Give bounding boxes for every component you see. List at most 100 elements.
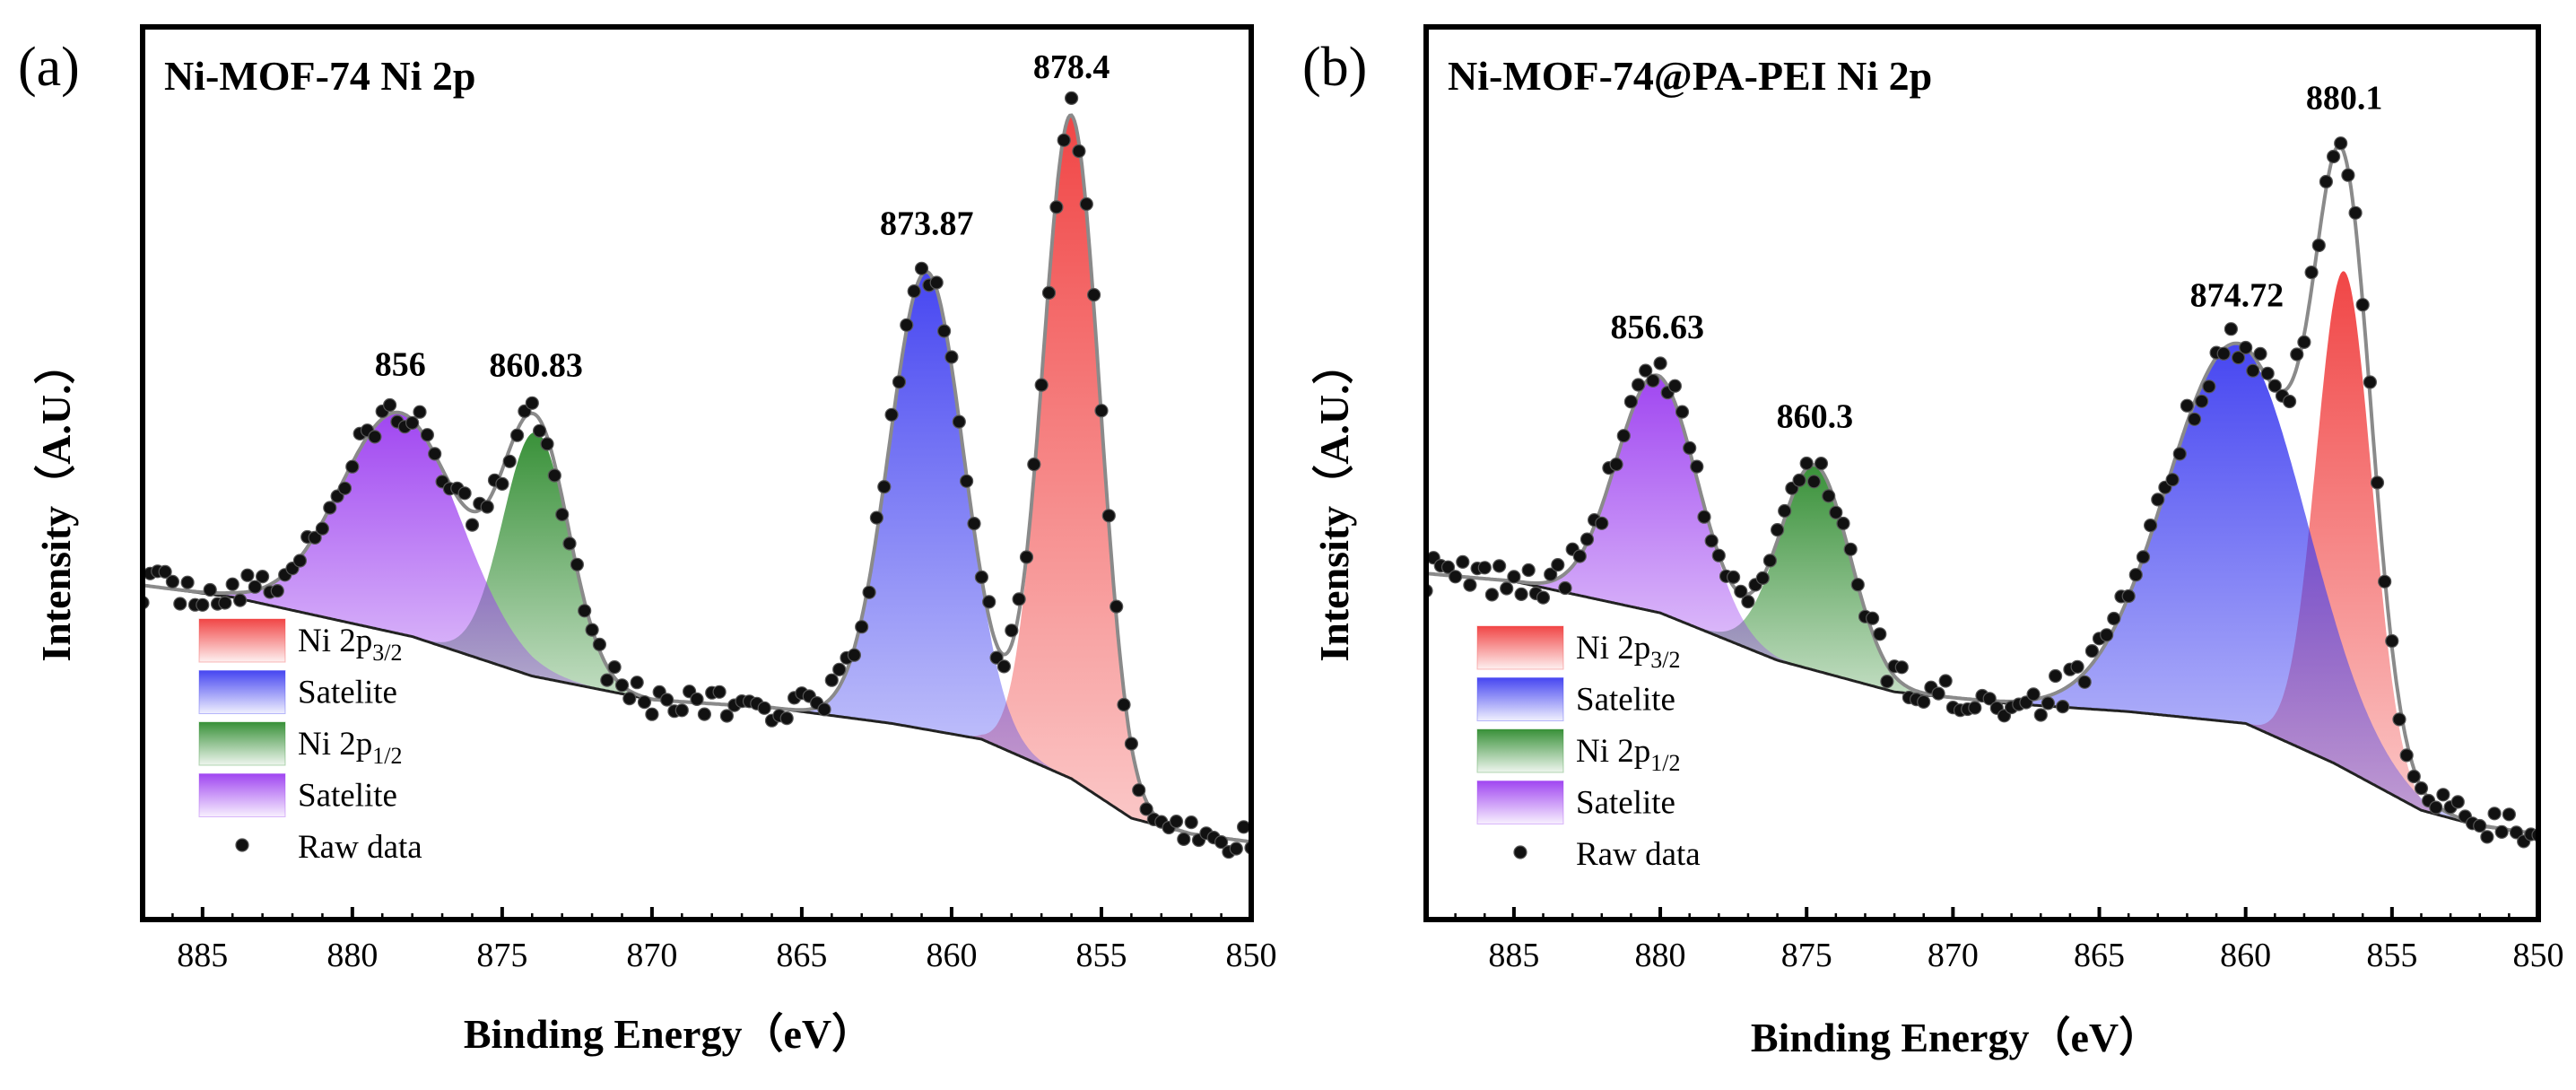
raw-data-point xyxy=(1880,674,1894,689)
raw-data-point xyxy=(2297,335,2311,349)
raw-data-point xyxy=(248,580,262,594)
raw-data-point xyxy=(1968,701,1982,715)
raw-data-point xyxy=(1631,378,1646,392)
chart-title: Ni-MOF-74 Ni 2p xyxy=(164,53,476,99)
raw-data-point xyxy=(1580,532,1595,546)
raw-data-point xyxy=(547,468,561,483)
raw-data-point xyxy=(570,557,585,571)
raw-data-point xyxy=(1843,542,1858,556)
raw-data-point xyxy=(2188,412,2202,426)
raw-data-point xyxy=(1544,567,1558,581)
raw-data-point xyxy=(690,692,704,707)
raw-data-point xyxy=(2363,375,2377,389)
raw-data-point xyxy=(2121,589,2136,604)
x-tick-label: 875 xyxy=(476,937,527,974)
raw-data-point xyxy=(2355,298,2370,312)
raw-data-point xyxy=(158,564,172,580)
legend-label: Ni 2p1/2 xyxy=(298,726,402,769)
raw-data-point xyxy=(1456,554,1470,570)
raw-data-point xyxy=(1110,599,1124,614)
raw-data-point xyxy=(1770,522,1785,537)
raw-data-point xyxy=(2165,473,2180,487)
raw-data-point xyxy=(1012,592,1026,606)
raw-data-point xyxy=(779,711,794,726)
raw-data-point xyxy=(2378,574,2392,589)
raw-data-point xyxy=(607,659,622,675)
raw-data-point xyxy=(929,275,944,290)
raw-data-point xyxy=(2290,347,2304,362)
raw-data-point xyxy=(562,536,577,551)
raw-data-point xyxy=(862,585,876,599)
raw-data-point xyxy=(1734,584,1748,598)
raw-data-point xyxy=(982,595,996,609)
raw-data-point xyxy=(869,510,884,525)
raw-data-point xyxy=(2327,149,2341,164)
raw-data-point xyxy=(1521,562,1536,578)
raw-data-point xyxy=(1229,841,1243,856)
raw-data-point xyxy=(2494,824,2509,840)
legend-item: Ni 2p3/2 xyxy=(198,618,402,666)
x-tick-label: 850 xyxy=(1226,937,1277,974)
raw-data-point xyxy=(2399,748,2414,763)
raw-data-point xyxy=(323,501,337,515)
raw-data-point xyxy=(989,650,1004,665)
raw-data-point xyxy=(196,597,210,612)
legend: Ni 2p3/2 Satelite Ni 2p1/2 Satelite Raw data xyxy=(1476,625,1701,873)
raw-data-point xyxy=(1792,473,1806,488)
raw-data-point xyxy=(877,479,892,494)
raw-data-point xyxy=(405,415,420,430)
raw-data-point xyxy=(420,428,434,442)
peak-label: 856.63 xyxy=(1611,309,1705,346)
legend-swatch-point xyxy=(1513,845,1527,859)
raw-data-point xyxy=(555,507,570,522)
raw-data-point xyxy=(1814,456,1829,471)
raw-data-point xyxy=(1132,783,1146,798)
x-tick-label: 860 xyxy=(926,937,977,974)
raw-data-point xyxy=(292,554,307,568)
raw-data-point xyxy=(1704,534,1719,548)
raw-data-point xyxy=(2084,643,2099,658)
raw-data-point xyxy=(233,593,248,607)
raw-data-point xyxy=(1117,697,1131,712)
raw-data-point xyxy=(659,693,674,707)
raw-data-point xyxy=(2077,675,2092,689)
raw-data-point xyxy=(2414,780,2429,796)
raw-data-point xyxy=(2304,266,2319,280)
raw-data-point xyxy=(225,577,239,591)
raw-data-point xyxy=(757,701,771,715)
raw-data-point xyxy=(1741,594,1755,609)
x-axis-label: Binding Energy（eV） xyxy=(1751,1015,2160,1060)
raw-data-point xyxy=(967,516,981,531)
raw-data-point xyxy=(2253,346,2267,361)
raw-data-point xyxy=(2136,550,2151,564)
legend-swatch-point xyxy=(235,838,249,852)
x-tick-label: 885 xyxy=(1488,937,1539,974)
raw-data-point xyxy=(1477,561,1492,575)
legend-item: Raw data xyxy=(1513,836,1701,873)
raw-data-point xyxy=(428,447,442,461)
raw-data-point xyxy=(1762,554,1778,568)
raw-data-point xyxy=(996,659,1012,674)
raw-data-point xyxy=(1094,404,1109,418)
legend-label: Ni 2p1/2 xyxy=(1576,733,1680,776)
raw-data-point xyxy=(2100,628,2114,642)
raw-data-point xyxy=(180,575,195,589)
raw-data-point xyxy=(2041,696,2055,711)
raw-data-point xyxy=(1778,503,1792,519)
y-axis-label: Intensity（A.U.） xyxy=(1311,343,1357,661)
raw-data-point xyxy=(847,648,862,662)
raw-data-point xyxy=(600,673,614,687)
raw-data-point xyxy=(1041,285,1057,300)
raw-data-point xyxy=(2450,795,2465,809)
raw-data-point xyxy=(974,570,989,585)
legend-item: Satelite xyxy=(1476,677,1675,721)
raw-data-point xyxy=(1572,549,1587,563)
legend-label: Satelite xyxy=(1576,682,1675,719)
raw-data-point xyxy=(1057,133,1071,147)
peak-label: 873.87 xyxy=(880,205,974,243)
legend-swatch xyxy=(1476,625,1564,670)
peak-component-area xyxy=(148,412,652,700)
raw-data-point xyxy=(697,707,712,721)
raw-data-point xyxy=(1639,363,1653,378)
raw-data-point xyxy=(270,583,284,598)
